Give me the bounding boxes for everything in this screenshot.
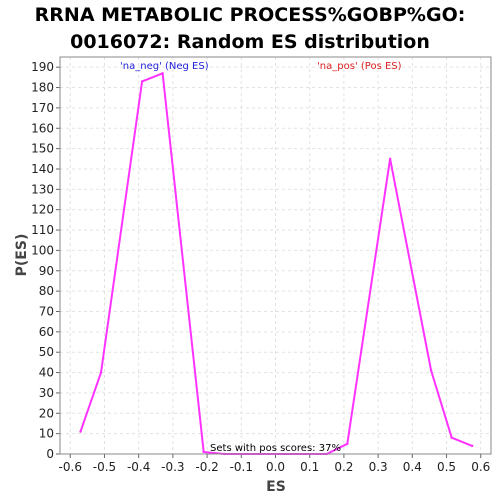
y-tick-label: 10: [39, 427, 54, 441]
y-tick-label: 180: [31, 81, 54, 95]
y-tick-label: 50: [39, 345, 54, 359]
y-tick-label: 190: [31, 60, 54, 74]
x-tick-label: -0.1: [230, 460, 253, 474]
x-tick-label: 0.3: [369, 460, 388, 474]
y-tick-label: 160: [31, 121, 54, 135]
y-tick-label: 20: [39, 406, 54, 420]
data-point: [79, 430, 82, 433]
x-axis-title: ES: [266, 479, 286, 495]
data-point: [450, 436, 453, 439]
data-point: [388, 157, 392, 160]
x-tick-label: 0.0: [266, 460, 285, 474]
y-tick-label: 30: [39, 386, 54, 400]
y-tick-label: 90: [39, 264, 54, 278]
y-axis-title: P(ES): [14, 234, 30, 277]
axes: -0.6 -0.5 -0.4 -0.3 -0.2 -0.1 0.0 0.1 0.2 0.3 0.4 0…: [31, 60, 490, 474]
x-tick-label: -0.2: [195, 460, 218, 474]
data-point: [346, 442, 349, 446]
x-tick-label: 0.4: [403, 460, 422, 474]
x-tick-label: 0.2: [334, 460, 353, 474]
y-tick-label: 60: [39, 325, 54, 339]
x-tick-label: -0.5: [93, 460, 116, 474]
x-tick-label: -0.3: [161, 460, 184, 474]
y-tick-label: 0: [46, 447, 54, 461]
y-tick-label: 140: [31, 162, 54, 176]
data-point: [161, 72, 164, 75]
y-tick-label: 130: [31, 182, 54, 196]
y-tick-label: 150: [31, 142, 54, 156]
data-point: [470, 444, 474, 448]
annotation-label: 'na_pos' (Pos ES): [317, 61, 402, 72]
annotation-label: Sets with pos scores: 37%: [210, 443, 341, 454]
annotation-layer: 'na_neg' (Neg ES) 'na_pos' (Pos ES) Sets w…: [120, 61, 402, 454]
y-tick-label: 80: [39, 284, 54, 298]
chart-title-line-1: RRNA METABOLIC PROCESS%GOBP%GO:: [34, 4, 466, 26]
x-tick-label: -0.6: [59, 460, 82, 474]
y-tick-label: 120: [31, 203, 54, 217]
chart-title-line-2: 0016072: Random ES distribution: [70, 31, 430, 53]
data-point: [99, 371, 103, 374]
data-point: [429, 369, 433, 372]
y-tick-label: 170: [31, 101, 54, 115]
data-point: [140, 80, 144, 83]
y-tick-label: 70: [39, 304, 54, 318]
x-tick-label: 0.5: [437, 460, 456, 474]
x-tick-label: 0.1: [300, 460, 319, 474]
y-tick-label: 100: [31, 243, 54, 257]
y-tick-label: 40: [39, 366, 54, 380]
y-tick-label: 110: [31, 223, 54, 237]
x-tick-label: 0.6: [471, 460, 490, 474]
grid: [60, 57, 491, 455]
annotation-label: 'na_neg' (Neg ES): [120, 61, 209, 72]
chart-title: RRNA METABOLIC PROCESS%GOBP%GO: 0016072:…: [0, 2, 500, 56]
plot-border: [59, 56, 492, 455]
data-point: [202, 450, 205, 454]
x-tick-label: -0.4: [127, 460, 150, 474]
